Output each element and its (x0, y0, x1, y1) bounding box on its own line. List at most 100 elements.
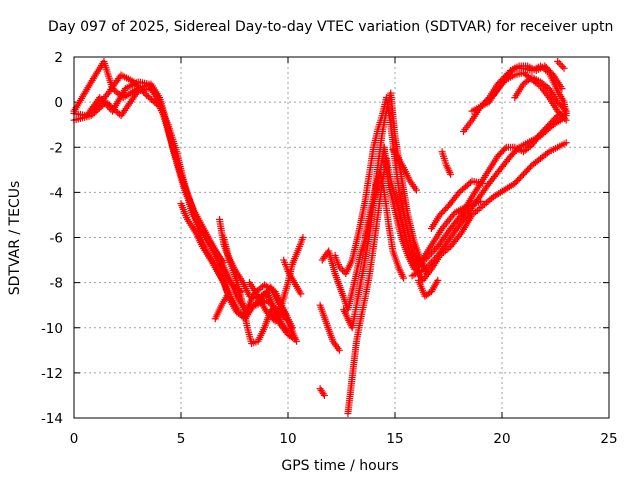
y-tick-label: 2 (54, 50, 63, 66)
data-point (526, 142, 534, 150)
data-point (423, 263, 431, 271)
data-track (245, 234, 307, 325)
data-track (511, 73, 570, 115)
data-point (90, 109, 98, 117)
data-point (426, 260, 434, 268)
data-point (107, 103, 115, 111)
data-point (431, 255, 439, 263)
data-point (112, 107, 120, 115)
data-point (543, 149, 551, 157)
data-marks (70, 58, 570, 417)
data-point (282, 310, 290, 318)
y-tick-label: -2 (50, 140, 63, 156)
y-tick-label: -14 (41, 411, 63, 427)
data-track (316, 301, 343, 354)
data-point (562, 107, 570, 115)
data-point (555, 59, 563, 67)
data-point (220, 258, 228, 266)
data-point (466, 179, 474, 187)
data-point (400, 274, 408, 282)
data-point (454, 190, 462, 198)
data-point (337, 265, 345, 273)
data-track (389, 146, 420, 194)
x-tick-label: 10 (279, 431, 296, 447)
data-point (421, 256, 429, 264)
data-point (138, 86, 146, 94)
data-point (562, 116, 570, 124)
y-tick-label: 0 (54, 95, 63, 111)
data-point (136, 85, 144, 93)
data-point (89, 110, 97, 118)
data-point (109, 104, 117, 112)
chart-title: Day 097 of 2025, Sidereal Day-to-day VTE… (48, 19, 613, 35)
data-point (424, 253, 432, 261)
data-point (105, 101, 113, 109)
data-point (423, 254, 431, 262)
data-point (561, 106, 569, 114)
data-point (104, 100, 112, 108)
data-point (412, 186, 420, 194)
data-point (424, 262, 432, 270)
x-axis-label: GPS time / hours (281, 458, 398, 474)
y-tick-label: -10 (41, 321, 63, 337)
data-track (316, 385, 328, 399)
data-point (289, 334, 297, 342)
data-point (392, 151, 400, 159)
data-point (135, 83, 143, 91)
data-track (361, 166, 408, 282)
data-point (431, 246, 439, 254)
data-point (427, 258, 435, 266)
data-point (284, 328, 292, 336)
data-point (290, 335, 298, 343)
data-point (224, 290, 232, 298)
data-track (489, 62, 566, 99)
data-point (427, 249, 435, 257)
data-track (554, 58, 568, 72)
y-tick-label: -8 (50, 276, 63, 292)
plot-frame (73, 56, 610, 419)
data-point (140, 88, 148, 96)
data-point (319, 390, 327, 398)
data-point (130, 78, 138, 86)
data-point (110, 106, 118, 114)
data-point (562, 139, 570, 147)
y-tick-label: -12 (41, 366, 63, 382)
data-point (421, 265, 429, 273)
data-point (335, 263, 343, 271)
data-point (299, 234, 307, 241)
data-point (320, 391, 328, 399)
data-track (344, 139, 570, 417)
data-track (91, 71, 228, 266)
x-tick-label: 0 (70, 431, 79, 447)
data-point (429, 248, 437, 256)
data-point (557, 61, 565, 69)
data-point (434, 276, 442, 284)
data-point (554, 58, 562, 66)
data-track (438, 148, 455, 178)
data-point (543, 83, 551, 91)
data-point (561, 115, 569, 123)
data-point (335, 346, 343, 354)
x-tick-label: 25 (600, 431, 617, 447)
data-point (429, 257, 437, 265)
data-point (132, 80, 140, 88)
data-point (87, 112, 95, 120)
x-tick-label: 15 (386, 431, 403, 447)
y-axis-label: SDTVAR / TECUs (7, 181, 23, 296)
data-point (297, 290, 305, 298)
data-track (280, 256, 305, 298)
data-point (426, 251, 434, 259)
data-track (421, 109, 570, 264)
data-point (558, 63, 566, 71)
data-point (552, 113, 560, 121)
data-track (415, 276, 442, 300)
data-point (288, 324, 296, 332)
x-tick-label: 20 (493, 431, 510, 447)
data-point (133, 81, 141, 89)
data-point (501, 145, 509, 153)
data-track (427, 177, 487, 232)
data-point (141, 90, 149, 98)
data-point (560, 64, 568, 72)
